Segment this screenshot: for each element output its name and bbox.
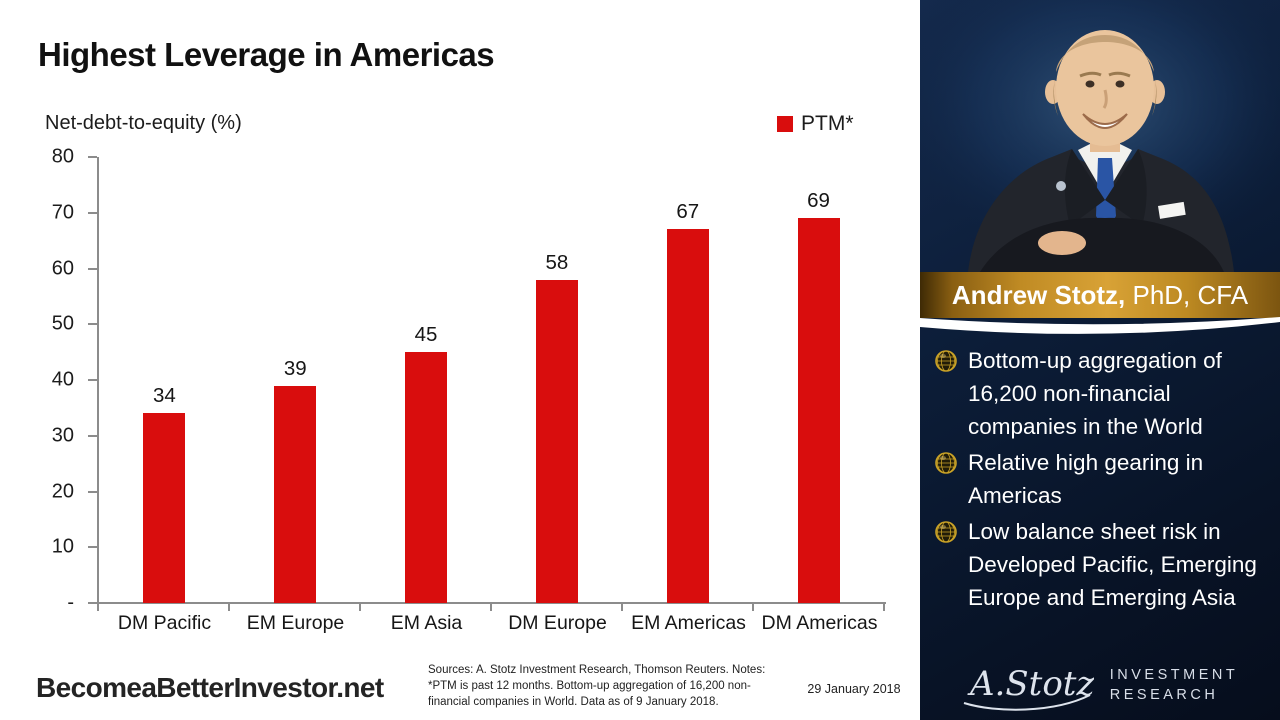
page-title: Highest Leverage in Americas xyxy=(38,36,495,73)
bar-value-label: 67 xyxy=(676,200,700,224)
chart-panel: Highest Leverage in Americas Net-debt-to… xyxy=(36,36,901,709)
y-tick-label: 40 xyxy=(51,368,74,391)
name-banner: Andrew Stotz, PhD, CFA xyxy=(920,272,1280,318)
globe-bullet-icon xyxy=(935,350,957,372)
chart-legend: PTM* xyxy=(777,112,854,136)
y-tick-label: - xyxy=(67,591,74,614)
bar xyxy=(143,413,186,603)
y-tick-mark xyxy=(88,211,97,214)
bar-series: 34 39 45 58 67 69 xyxy=(99,157,884,603)
bar-group: 45 xyxy=(361,157,492,603)
y-axis-title: Net-debt-to-equity (%) xyxy=(45,112,242,134)
bar-value-label: 34 xyxy=(153,384,176,408)
category-label: EM Asia xyxy=(390,612,463,634)
globe-bullet-icon xyxy=(935,452,957,474)
bullet-text: Relative high gearing in Americas xyxy=(968,450,1204,508)
sidebar: Andrew Stotz, PhD, CFA Bottom-up aggrega… xyxy=(920,0,1280,720)
bullet-text: Bottom-up aggregation of 16,200 non-fina… xyxy=(968,348,1222,439)
bar-value-label: 45 xyxy=(414,323,438,347)
y-tick-mark xyxy=(88,267,97,270)
globe-bullet-icon xyxy=(935,521,957,543)
portrait-photo xyxy=(920,0,1280,272)
list-item: Low balance sheet risk in Developed Paci… xyxy=(934,515,1270,614)
x-axis-category-labels: DM Pacific EM Europe EM Asia DM Europe EM Am… xyxy=(99,612,885,635)
y-tick-label: 50 xyxy=(51,312,74,335)
bar xyxy=(405,352,448,603)
brand-wordmark-line1: INVESTMENT xyxy=(1109,667,1239,683)
bar-value-label: 69 xyxy=(807,189,830,213)
sources-note: Sources: A. Stotz Investment Research, T… xyxy=(428,664,766,709)
x-tick-mark xyxy=(97,604,99,611)
bar-value-label: 58 xyxy=(545,250,569,274)
legend-label: PTM* xyxy=(801,112,854,135)
category-label: DM Pacific xyxy=(117,612,212,634)
bar-group: 34 xyxy=(99,157,230,603)
list-item: Bottom-up aggregation of 16,200 non-fina… xyxy=(934,344,1270,443)
x-tick-mark xyxy=(358,604,361,611)
wave-divider xyxy=(920,317,1280,334)
bar-group: 69 xyxy=(753,157,884,603)
x-axis-line xyxy=(88,602,886,604)
y-tick-mark xyxy=(88,434,97,437)
bar xyxy=(666,229,709,603)
bullet-list: Bottom-up aggregation of 16,200 non-fina… xyxy=(934,344,1270,614)
y-tick-mark xyxy=(88,156,97,158)
signature-logo-icon: A.Stotz xyxy=(963,664,1094,711)
category-label: DM Europe xyxy=(508,612,607,634)
y-tick-label: 80 xyxy=(51,145,74,168)
brand-wordmark: INVESTMENT RESEARCH xyxy=(1110,665,1238,705)
y-tick-label: 10 xyxy=(51,535,74,558)
y-tick-label: 30 xyxy=(51,424,74,447)
bar-value-label: 39 xyxy=(283,356,307,380)
y-axis-line xyxy=(97,157,99,603)
bar-chart-plot: - 10 20 30 40 50 60 70 80 34 39 45 58 67 69 xyxy=(52,146,886,614)
x-tick-mark xyxy=(490,604,492,611)
y-tick-mark xyxy=(88,546,97,549)
signature-text: A.Stotz xyxy=(967,664,1094,704)
category-label: DM Americas xyxy=(761,612,878,634)
list-item: Relative high gearing in Americas xyxy=(934,446,1270,512)
bar-group: 39 xyxy=(230,157,361,603)
brand-footer: A.Stotz INVESTMENT RESEARCH xyxy=(920,654,1280,716)
y-tick-label: 70 xyxy=(51,201,74,224)
bar-group: 58 xyxy=(491,157,622,603)
footer-wordmark: BecomeaBetterInvestor.net xyxy=(36,672,384,703)
person-credentials: PhD, CFA xyxy=(1125,279,1249,310)
bar-group: 67 xyxy=(622,157,753,603)
y-tick-mark xyxy=(88,379,97,381)
y-tick-mark xyxy=(88,323,97,326)
bar xyxy=(797,218,840,603)
x-tick-mark xyxy=(620,604,623,611)
y-tick-label: 20 xyxy=(51,480,74,502)
person-name: Andrew Stotz, xyxy=(951,279,1126,310)
y-tick-mark xyxy=(88,490,97,493)
x-tick-mark xyxy=(752,604,754,611)
brand-wordmark-line2: RESEARCH xyxy=(1109,687,1219,703)
legend-swatch-icon xyxy=(777,116,793,132)
slide-date: 29 January 2018 xyxy=(807,682,901,696)
bullet-text: Low balance sheet risk in Developed Paci… xyxy=(968,519,1257,610)
x-tick-mark xyxy=(883,604,885,611)
tie xyxy=(1096,158,1116,234)
x-tick-mark xyxy=(227,604,230,611)
bar xyxy=(535,279,578,603)
category-label: EM Americas xyxy=(631,612,746,634)
category-label: EM Europe xyxy=(246,612,345,634)
y-tick-label: 60 xyxy=(51,257,74,279)
bar xyxy=(274,385,317,603)
y-tick-mark xyxy=(88,602,97,604)
